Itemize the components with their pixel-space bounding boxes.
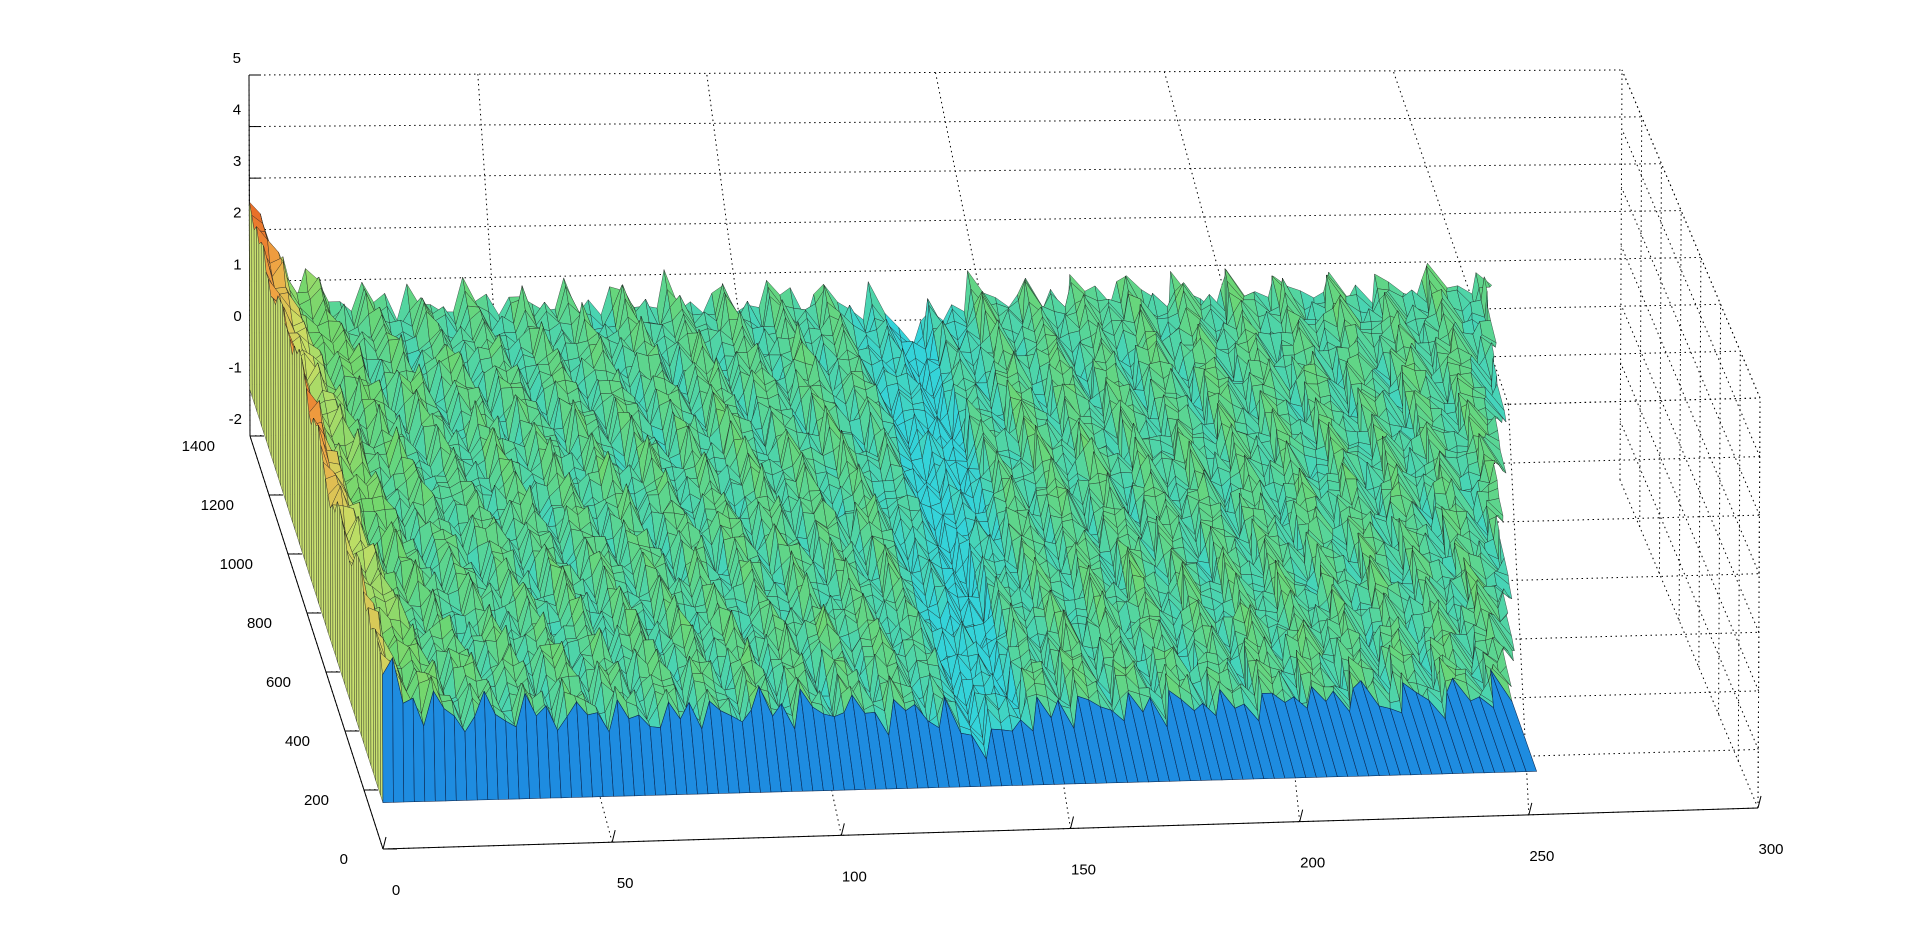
axis-lines (248, 74, 1762, 850)
backwall-grid-z (249, 116, 1642, 128)
sidewall-grid-y (1619, 479, 1759, 809)
sidewall-grid-y (1620, 186, 1760, 516)
sidewall-grid-y (1621, 69, 1761, 399)
backwall-grid-z (249, 256, 1701, 282)
surface-patch (884, 490, 897, 499)
sidewall-grid-z (1737, 351, 1741, 762)
x-tick-mark (382, 836, 387, 850)
surface-mesh (249, 201, 1538, 803)
surface-patch (690, 301, 705, 316)
surface-patch (882, 480, 896, 492)
sidewall-grid-z (1639, 116, 1643, 527)
x-tick-mark (1070, 816, 1074, 829)
sidewall-grid-z (1619, 69, 1623, 481)
backwall-grid-x (1621, 69, 1761, 399)
sidewall-grid-y (1619, 421, 1759, 750)
x-tick-mark (1528, 802, 1533, 815)
floor-grid-x (1507, 404, 1530, 815)
sidewall-grid-z (1658, 163, 1662, 574)
backwall-grid-x (1163, 71, 1258, 411)
sidewall-grid-z (1698, 257, 1702, 668)
y-axis-line (249, 435, 384, 850)
x-tick-mark (840, 823, 845, 836)
sidewall-grid-z (1678, 210, 1682, 621)
surface-patch (1313, 291, 1326, 305)
sidewall-grid-z (1718, 304, 1722, 715)
backwall-grid-z (249, 163, 1662, 179)
sidewall-grid-y (1620, 304, 1760, 633)
x-tick-mark (611, 830, 616, 843)
sidewall-grid-y (1620, 362, 1760, 692)
backwall-grid-z (249, 210, 1682, 231)
backwall-grid-x (1392, 70, 1509, 405)
x-tick-mark (1757, 795, 1762, 809)
surface-patch (1281, 345, 1295, 356)
sidewall-grid-z (1757, 397, 1761, 809)
sidewall-grid-y (1620, 245, 1760, 574)
x-tick-mark (1299, 809, 1304, 822)
sidewall-grid-y (1621, 128, 1761, 457)
backwall-grid-x (935, 72, 1006, 418)
surface-patch (1243, 291, 1255, 300)
surface-patch (1360, 321, 1373, 330)
